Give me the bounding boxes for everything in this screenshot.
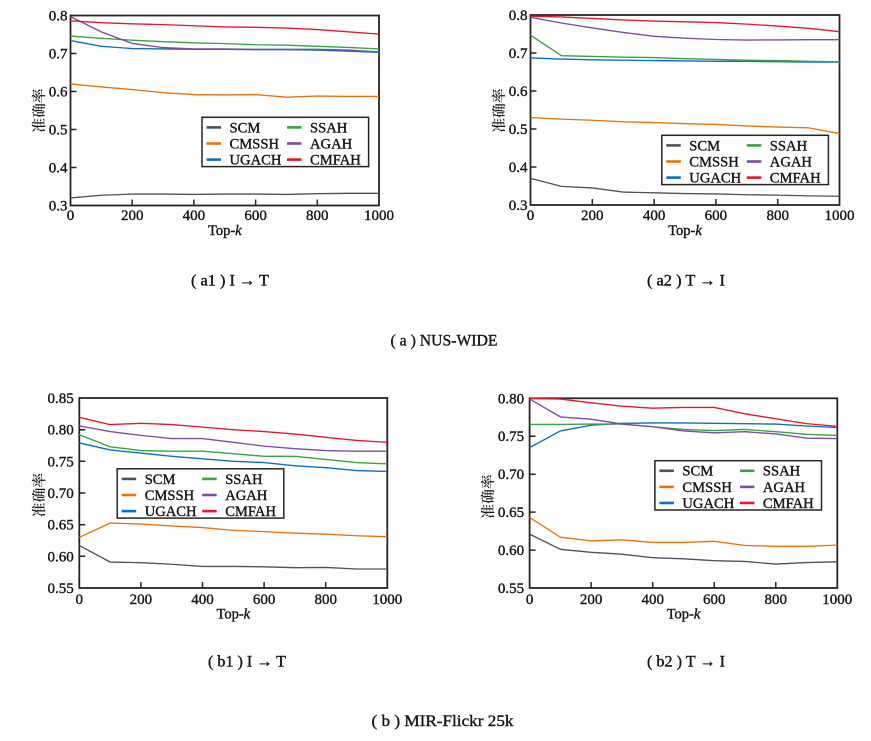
svg-text:CMFAH: CMFAH (763, 496, 814, 512)
svg-text:800: 800 (306, 208, 329, 224)
svg-text:0.5: 0.5 (509, 122, 528, 138)
svg-text:0.7: 0.7 (49, 47, 68, 63)
svg-text:SCM: SCM (689, 138, 720, 154)
svg-text:AGAH: AGAH (225, 488, 268, 504)
svg-text:1000: 1000 (825, 208, 855, 224)
svg-text:UGACH: UGACH (689, 171, 741, 187)
svg-text:0.70: 0.70 (48, 486, 74, 502)
svg-text:Top-k: Top-k (667, 607, 701, 623)
svg-text:CMSSH: CMSSH (682, 480, 732, 496)
svg-text:CMFAH: CMFAH (770, 171, 821, 187)
svg-text:0.60: 0.60 (48, 549, 74, 565)
svg-text:0.70: 0.70 (498, 467, 524, 483)
svg-text:SCM: SCM (145, 472, 176, 488)
svg-text:1000: 1000 (822, 592, 852, 608)
svg-text:( b1 ) I → T: ( b1 ) I → T (208, 654, 286, 671)
svg-text:0.8: 0.8 (49, 9, 68, 25)
svg-text:1000: 1000 (364, 208, 394, 224)
svg-text:0.6: 0.6 (509, 84, 528, 100)
svg-text:600: 600 (253, 592, 276, 608)
svg-text:SCM: SCM (682, 464, 713, 480)
svg-text:800: 800 (765, 592, 788, 608)
svg-text:600: 600 (244, 208, 267, 224)
svg-text:( a2 ) T → I: ( a2 ) T → I (647, 273, 725, 290)
svg-text:0.80: 0.80 (498, 391, 524, 407)
svg-text:400: 400 (183, 208, 206, 224)
svg-text:400: 400 (641, 592, 664, 608)
svg-text:CMFAH: CMFAH (310, 153, 361, 169)
svg-text:200: 200 (121, 208, 144, 224)
svg-text:0.60: 0.60 (498, 543, 524, 559)
svg-text:SSAH: SSAH (310, 120, 348, 136)
svg-text:0.8: 0.8 (509, 8, 528, 24)
svg-text:0.75: 0.75 (48, 454, 74, 470)
svg-text:Top-k: Top-k (668, 223, 702, 239)
svg-text:0.80: 0.80 (48, 423, 74, 439)
svg-text:1000: 1000 (372, 592, 402, 608)
svg-text:( a ) NUS-WIDE: ( a ) NUS-WIDE (391, 333, 498, 350)
svg-text:UGACH: UGACH (230, 153, 282, 169)
svg-text:( b ) MIR-Flickr 25k: ( b ) MIR-Flickr 25k (372, 713, 514, 730)
svg-text:AGAH: AGAH (310, 136, 353, 152)
svg-text:SSAH: SSAH (763, 464, 801, 480)
svg-text:0: 0 (67, 208, 75, 224)
svg-text:200: 200 (130, 592, 153, 608)
svg-text:SSAH: SSAH (770, 138, 808, 154)
svg-text:CMSSH: CMSSH (689, 154, 739, 170)
svg-text:0.7: 0.7 (509, 46, 528, 62)
svg-text:800: 800 (766, 208, 789, 224)
svg-text:AGAH: AGAH (763, 480, 806, 496)
svg-text:400: 400 (643, 208, 666, 224)
svg-text:0.65: 0.65 (48, 518, 74, 534)
svg-text:800: 800 (314, 592, 337, 608)
svg-text:SCM: SCM (230, 120, 261, 136)
svg-text:( b2 ) T → I: ( b2 ) T → I (647, 654, 725, 671)
svg-text:600: 600 (703, 592, 726, 608)
svg-text:0: 0 (526, 592, 534, 608)
svg-text:0.5: 0.5 (49, 123, 68, 139)
svg-text:( a1 ) I → T: ( a1 ) I → T (191, 273, 269, 290)
svg-text:0.3: 0.3 (49, 199, 68, 215)
svg-text:SSAH: SSAH (225, 472, 263, 488)
svg-text:CMFAH: CMFAH (225, 504, 276, 520)
svg-text:Top-k: Top-k (216, 607, 250, 623)
svg-text:0.55: 0.55 (498, 581, 524, 597)
svg-text:UGACH: UGACH (682, 496, 734, 512)
svg-text:200: 200 (580, 592, 603, 608)
svg-text:0.75: 0.75 (498, 429, 524, 445)
svg-text:0.3: 0.3 (509, 198, 528, 214)
svg-text:0.4: 0.4 (49, 161, 68, 177)
svg-text:UGACH: UGACH (145, 504, 197, 520)
svg-text:Top-k: Top-k (208, 223, 242, 239)
svg-text:0: 0 (527, 208, 535, 224)
svg-text:0: 0 (76, 592, 84, 608)
svg-text:CMSSH: CMSSH (230, 136, 280, 152)
svg-text:200: 200 (581, 208, 604, 224)
svg-text:400: 400 (191, 592, 214, 608)
svg-text:AGAH: AGAH (770, 154, 813, 170)
svg-text:0.6: 0.6 (49, 85, 68, 101)
svg-text:0.65: 0.65 (498, 505, 524, 521)
svg-text:600: 600 (705, 208, 728, 224)
svg-text:CMSSH: CMSSH (145, 488, 195, 504)
svg-text:0.4: 0.4 (509, 160, 528, 176)
svg-text:0.85: 0.85 (48, 391, 74, 407)
svg-text:0.55: 0.55 (48, 581, 74, 597)
